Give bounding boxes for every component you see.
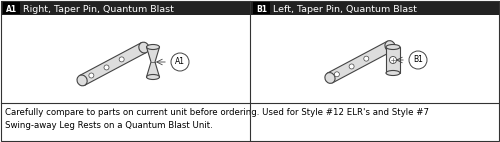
Circle shape [171,53,189,71]
Bar [253,2,270,14]
Bar [1,1,250,15]
Circle shape [409,51,427,69]
Text: Carefully compare to parts on current unit before ordering. Used for Style #12 E: Carefully compare to parts on current un… [5,108,429,130]
Text: A1: A1 [6,5,17,13]
Circle shape [390,57,396,63]
Circle shape [104,65,109,70]
Text: Left, Taper Pin, Quantum Blast: Left, Taper Pin, Quantum Blast [273,5,417,13]
Ellipse shape [325,73,335,83]
Ellipse shape [385,41,395,51]
Polygon shape [328,41,392,83]
Text: A1: A1 [175,58,185,66]
Circle shape [119,57,124,62]
Ellipse shape [146,75,160,80]
Ellipse shape [386,44,400,50]
Text: B1: B1 [413,56,423,64]
Ellipse shape [139,42,149,53]
Circle shape [349,64,354,69]
Circle shape [364,56,369,61]
Circle shape [334,72,340,77]
Ellipse shape [77,75,87,86]
Polygon shape [80,43,146,85]
Text: B1: B1 [256,5,267,13]
Ellipse shape [386,70,400,76]
Bar [386,47,400,73]
Circle shape [89,73,94,78]
Bar [3,2,20,14]
Bar [251,1,500,15]
Text: Right, Taper Pin, Quantum Blast: Right, Taper Pin, Quantum Blast [23,5,174,13]
Ellipse shape [146,44,160,50]
Polygon shape [146,47,160,77]
